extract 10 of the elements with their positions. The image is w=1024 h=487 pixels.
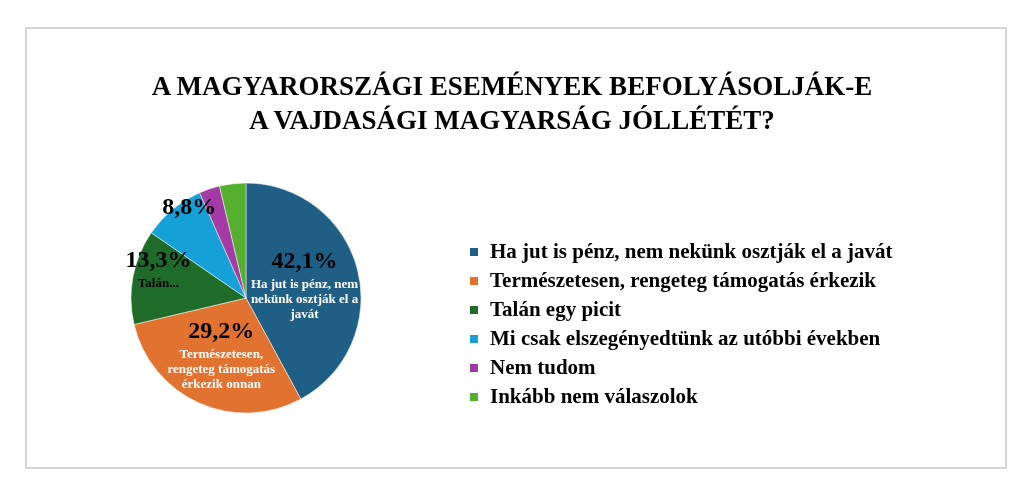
- text: Természetesen, rengeteg támogatás érkezik onnan: [167, 346, 276, 392]
- legend-label: Ha jut is pénz, nem nekünk osztják el a javát: [490, 239, 893, 263]
- text: Talán...: [137, 274, 179, 290]
- chart-title: A MAGYARORSZÁGI ESEMÉNYEK BEFOLYÁSOLJÁK-E A VAJDASÁGI MAGYARSÁG JÓLLÉTÉT?: [151, 71, 873, 135]
- legend-label: Nem tudom: [490, 355, 597, 379]
- legend-label: Mi csak elszegényedtünk az utóbbi években: [490, 326, 881, 350]
- legend-label: Talán egy picit: [490, 297, 622, 321]
- legend-label: Inkább nem válaszolok: [490, 384, 699, 408]
- data-label: 42,1%: [271, 247, 338, 274]
- legend-label: Természetesen, rengeteg támogatás érkezik: [490, 268, 877, 292]
